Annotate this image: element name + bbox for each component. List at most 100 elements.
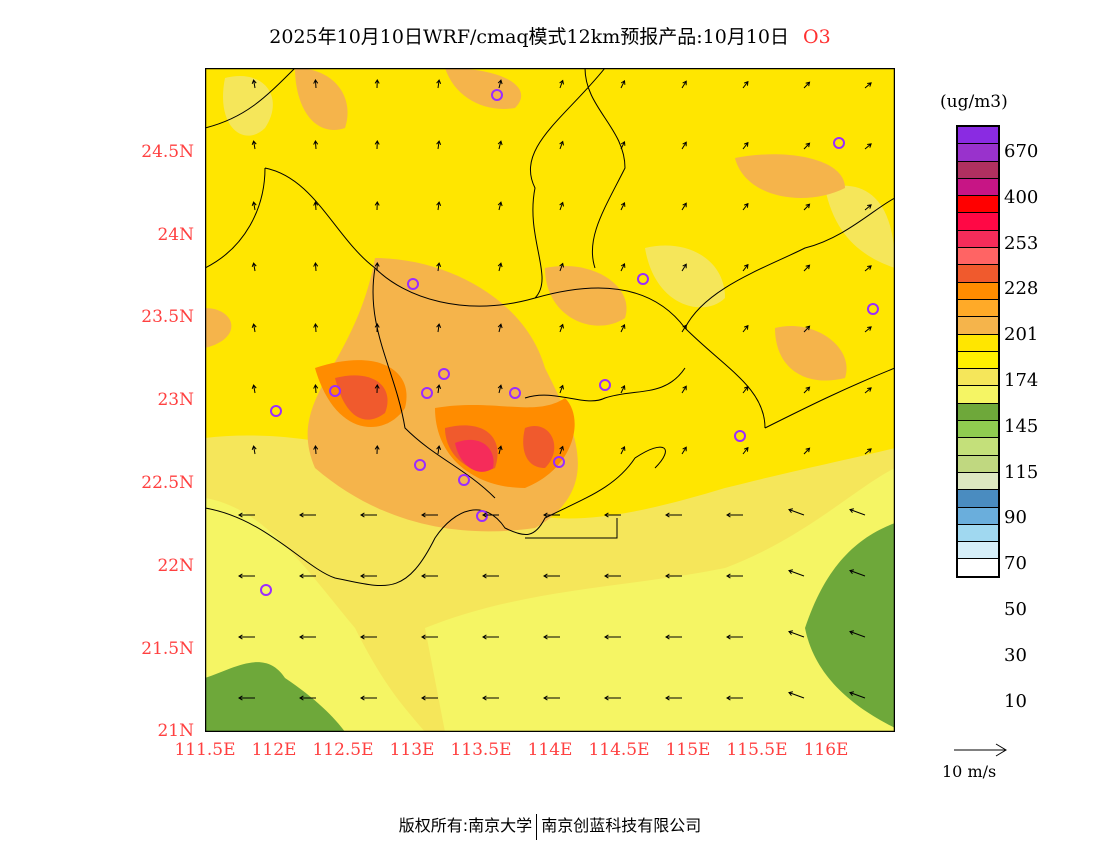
legend-swatch — [958, 213, 998, 231]
legend-label: 400 — [1004, 186, 1039, 208]
color-legend — [956, 125, 1000, 578]
lat-tick: 21N — [157, 721, 194, 741]
wind-arrow — [849, 691, 866, 699]
wind-arrow — [313, 79, 319, 89]
wind-arrow — [620, 201, 626, 211]
wind-arrow — [436, 384, 442, 394]
legend-swatch — [958, 542, 998, 560]
wind-arrow — [482, 695, 499, 701]
wind-arrow — [681, 141, 687, 150]
wind-arrow — [620, 140, 626, 150]
wind-arrow — [497, 384, 503, 394]
legend-swatch — [958, 196, 998, 214]
wind-arrow — [604, 695, 621, 701]
station-marker — [260, 584, 272, 596]
lon-tick: 112E — [251, 740, 297, 760]
chart-title: 2025年10月10日WRF/cmaq模式12km预报产品:10月10日 O3 — [0, 22, 1100, 49]
legend-label: 228 — [1004, 278, 1039, 300]
wind-arrow — [620, 79, 626, 89]
wind-arrow — [436, 140, 442, 150]
wind-arrow — [421, 695, 438, 701]
wind-arrow — [482, 573, 499, 579]
wind-arrow — [436, 445, 442, 455]
wind-arrow — [374, 323, 380, 333]
wind-arrow — [620, 445, 626, 455]
legend-label: 174 — [1004, 370, 1039, 391]
wind-arrow — [559, 79, 564, 89]
wind-arrow — [374, 445, 380, 455]
lon-tick: 112.5E — [312, 740, 374, 760]
wind-arrow — [497, 201, 503, 211]
legend-swatch — [958, 334, 998, 352]
wind-arrow — [559, 445, 564, 455]
wind-arrow — [681, 324, 687, 333]
wind-arrow — [238, 695, 255, 701]
legend-swatch — [958, 230, 998, 249]
monitoring-stations — [260, 89, 879, 596]
legend-swatch — [958, 299, 998, 318]
lat-tick: 23N — [157, 390, 194, 410]
wind-arrow — [742, 141, 749, 150]
o3-concentration-map — [205, 68, 895, 732]
wind-arrow — [299, 512, 316, 518]
wind-arrow — [788, 508, 805, 516]
wind-arrow — [681, 202, 687, 211]
wind-arrow — [742, 385, 749, 394]
wind-arrow — [665, 573, 682, 579]
wind-arrow — [360, 512, 377, 518]
wind-arrow — [543, 512, 560, 518]
wind-arrow — [559, 262, 564, 272]
wind-arrow — [497, 140, 503, 150]
legend-label: 70 — [1004, 553, 1027, 575]
wind-arrow — [299, 634, 316, 640]
wind-arrow — [726, 695, 743, 701]
legend-swatch — [958, 248, 998, 266]
wind-arrow — [803, 81, 811, 89]
wind-scale-arrow-icon — [954, 743, 1007, 757]
station-marker — [637, 273, 649, 285]
wind-arrow — [788, 691, 805, 699]
legend-label: 90 — [1004, 507, 1027, 529]
station-marker — [438, 368, 450, 380]
wind-arrow — [788, 569, 805, 577]
legend-swatch — [958, 438, 998, 456]
station-marker — [270, 405, 282, 417]
wind-arrow — [604, 634, 621, 640]
wind-arrow — [251, 201, 257, 211]
wind-arrow — [742, 80, 749, 89]
lon-tick: 111.5E — [174, 740, 236, 760]
station-marker — [553, 456, 565, 468]
wind-arrow — [665, 695, 682, 701]
wind-arrow — [864, 448, 872, 455]
station-marker — [476, 510, 488, 522]
station-marker — [491, 89, 503, 101]
wind-arrow — [497, 79, 503, 89]
legend-swatch — [958, 369, 998, 387]
wind-arrow — [313, 445, 319, 455]
wind-arrow — [374, 140, 380, 150]
wind-arrow — [251, 445, 257, 455]
legend-swatch — [958, 472, 998, 491]
lat-tick: 23.5N — [141, 307, 194, 327]
wind-arrow — [803, 264, 811, 272]
wind-arrow — [864, 143, 872, 150]
wind-arrow — [726, 512, 743, 518]
legend-swatch — [958, 265, 998, 283]
wind-arrow — [374, 384, 380, 394]
lon-tick: 114E — [527, 740, 573, 760]
lat-tick: 24N — [157, 225, 194, 245]
footer: 版权所有:南京大学 南京创蓝科技有限公司 — [0, 812, 1100, 840]
wind-arrow — [421, 512, 438, 518]
wind-arrow — [374, 201, 380, 211]
legend-label: 10 — [1004, 690, 1027, 712]
species-label: O3 — [803, 26, 831, 48]
station-marker — [421, 387, 433, 399]
wind-arrow — [559, 384, 564, 394]
wind-arrow — [543, 573, 560, 579]
legend-label: 115 — [1004, 461, 1039, 483]
wind-arrow — [313, 323, 319, 333]
wind-arrow — [604, 573, 621, 579]
legend-swatch — [958, 282, 998, 300]
station-marker — [458, 474, 470, 486]
station-marker — [599, 379, 611, 391]
